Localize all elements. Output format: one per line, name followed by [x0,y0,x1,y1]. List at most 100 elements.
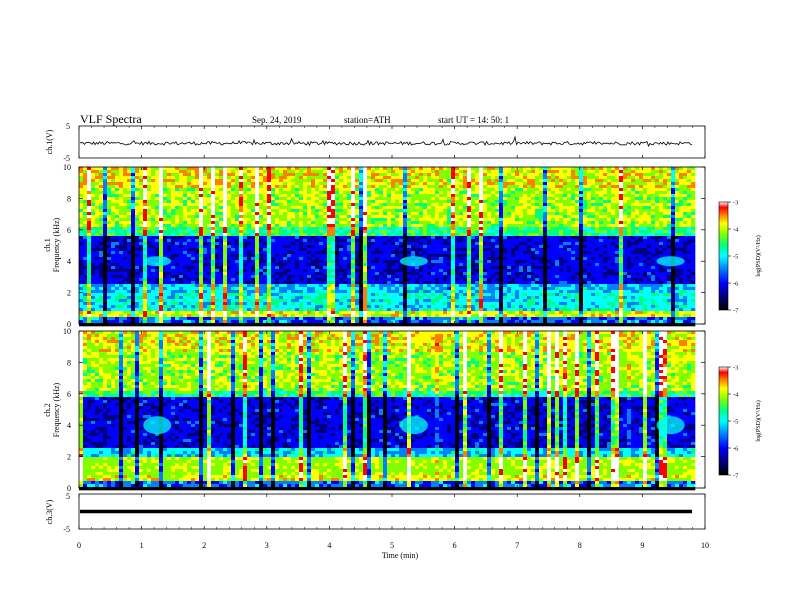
spectrogram-cell [379,293,384,297]
spectrogram-cell [187,170,192,174]
spectrogram-cell [183,206,188,210]
spectrogram-cell [103,311,108,315]
spectrogram-cell [439,167,444,171]
spectrogram-cell [331,224,336,228]
spectrogram-cell [443,242,448,246]
spectrogram-cell [335,314,340,318]
spectrogram-cell [303,206,308,210]
spectrogram-cell [431,200,436,204]
spectrogram-cell [219,245,224,249]
spectrogram-cell [371,221,376,225]
spectrogram-cell [119,203,124,207]
spectrogram-cell [415,185,420,189]
spectrogram-cell [263,266,268,270]
spectrogram-cell [319,200,324,204]
spectrogram-cell [247,314,252,318]
spectrogram-cell [411,200,416,204]
spectrogram-cell [307,296,312,300]
spectrogram-cell [87,206,92,210]
spectrogram-cell [87,227,92,231]
spectrogram-cell [111,191,116,195]
spectrogram-cell [91,293,96,297]
spectrogram-cell [163,212,168,216]
spectrogram-cell [435,296,440,300]
spectrogram-cell [375,185,380,189]
spectrogram-cell [423,305,428,309]
spectrogram-cell [383,224,388,228]
spectrogram-cell [103,272,108,276]
spectrogram-cell [355,278,360,282]
spectrogram-cell [99,206,104,210]
spectrogram-cell [191,236,196,240]
spectrogram-cell [351,284,356,288]
spectrogram-cell [299,203,304,207]
spectrogram-cell [183,218,188,222]
spectrogram-cell [419,311,424,315]
spectrogram-cell [435,251,440,255]
spectrogram-cell [323,278,328,282]
spectrogram-cell [295,173,300,177]
spectrogram-cell [195,257,200,261]
spectrogram-cell [183,287,188,291]
spectrogram-cell [307,260,312,264]
spectrogram-cell [383,188,388,192]
spectrogram-cell [303,272,308,276]
spectrogram-cell [135,218,140,222]
spectrogram-cell [307,194,312,198]
spectrogram-cell [187,302,192,306]
spectrogram-cell [347,236,352,240]
spectrogram-cell [323,227,328,231]
spectrogram-cell [79,194,84,198]
spectrogram-cell [99,260,104,264]
spectrogram-cell [223,257,228,261]
spectrogram-cell [259,263,264,267]
spectrogram-cell [251,242,256,246]
spectrogram-cell [219,221,224,225]
spectrogram-cell [371,302,376,306]
spectrogram-cell [143,224,148,228]
spectrogram-cell [247,188,252,192]
spectrogram-cell [215,215,220,219]
spectrogram-cell [191,254,196,258]
spectrogram-cell [439,296,444,300]
spectrogram-cell [435,269,440,273]
spectrogram-cell [407,311,412,315]
spectrogram-cell [267,305,272,309]
spectrogram-cell [295,311,300,315]
spectrogram-cell [127,248,132,252]
spectrogram-cell [203,194,208,198]
spectrogram-cell [399,269,404,273]
spectrogram-cell [183,290,188,294]
spectrogram-cell [283,299,288,303]
spectrogram-cell [323,257,328,261]
spectrogram-cell [347,302,352,306]
spectrogram-cell [231,212,236,216]
spectrogram-cell [355,299,360,303]
spectrogram-cell [159,281,164,285]
spectrogram-cell [331,245,336,249]
spectrogram-cell [199,302,204,306]
spectrogram-cell [219,281,224,285]
spectrogram-cell [387,287,392,291]
spectrogram-cell [359,209,364,213]
spectrogram-cell [315,167,320,171]
spectrogram-cell [91,296,96,300]
spectrogram-cell [419,173,424,177]
spectrogram-cell [271,212,276,216]
spectrogram-cell [183,278,188,282]
spectrogram-cell [359,320,364,324]
spectrogram-cell [307,218,312,222]
spectrogram-cell [271,206,276,210]
spectrogram-cell [419,233,424,237]
spectrogram-cell [439,200,444,204]
spectrogram-cell [195,311,200,315]
spectrogram-cell [99,230,104,234]
spectrogram-cell [99,248,104,252]
spectrogram-cell [219,185,224,189]
spectrogram-cell [203,224,208,228]
spectrogram-cell [119,206,124,210]
spectrogram-cell [303,182,308,186]
spectrogram-cell [283,284,288,288]
spectrogram-cell [195,242,200,246]
spectrogram-cell [87,224,92,228]
